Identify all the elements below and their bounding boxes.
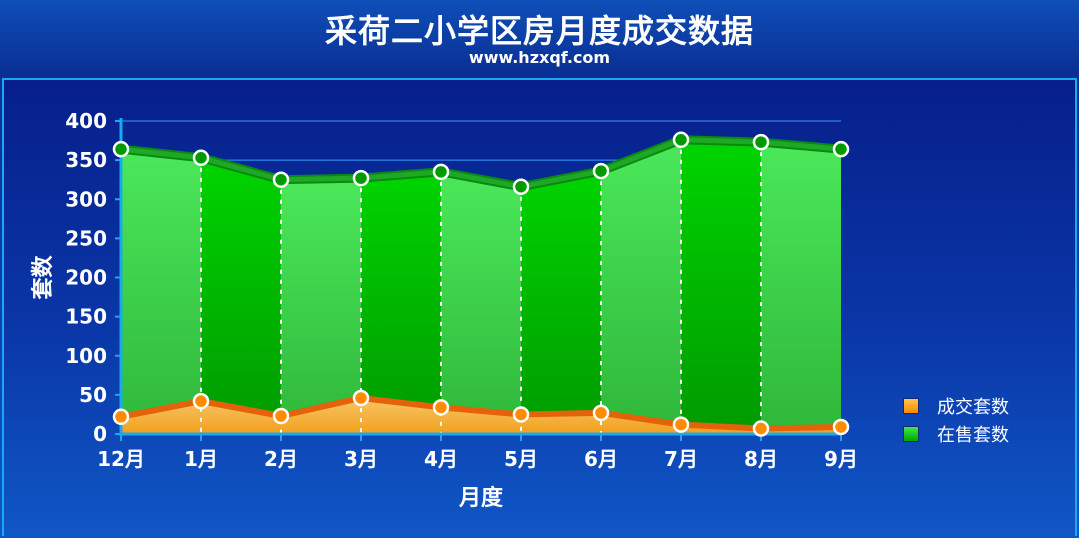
- on-sale-band-3: [361, 171, 441, 435]
- y-tick-label: 50: [79, 383, 107, 407]
- x-axis-label: 月度: [458, 485, 504, 511]
- y-tick-label: 100: [65, 344, 107, 368]
- y-tick-label: 150: [65, 305, 107, 329]
- y-tick-label: 0: [93, 422, 107, 446]
- deals-point: [832, 418, 850, 436]
- deals-point: [112, 408, 130, 426]
- on-sale-band-0: [121, 149, 201, 435]
- y-tick-label: 350: [65, 148, 107, 172]
- x-tick-label: 12月: [97, 447, 145, 471]
- on-sale-band-8: [761, 142, 841, 434]
- y-tick-label: 400: [65, 109, 107, 133]
- x-tick-label: 6月: [584, 447, 618, 471]
- deals-point: [672, 416, 690, 433]
- on-sale-band-1: [201, 157, 281, 434]
- on-sale-band-5: [521, 171, 601, 434]
- legend: 成交套数 在售套数: [903, 392, 1009, 448]
- deals-point: [512, 406, 530, 423]
- on-sale-point: [832, 140, 850, 158]
- x-tick-label: 4月: [424, 447, 458, 471]
- on-sale-point: [512, 178, 530, 195]
- deals-point: [752, 420, 770, 437]
- deals-line: [120, 395, 842, 432]
- deals-point: [192, 392, 210, 410]
- deals-point: [272, 407, 290, 425]
- on-sale-band-4: [441, 171, 521, 435]
- on-sale-point: [432, 163, 450, 181]
- legend-label-deals: 成交套数: [937, 397, 1009, 418]
- axis-labels: 0 50 100 150 200 250 300 350 400 12月 1月 2月 3月 4月 5月 6月 7…: [30, 109, 858, 511]
- axes: [115, 118, 842, 441]
- on-sale-point: [192, 149, 210, 167]
- legend-swatch-deals: [903, 398, 919, 414]
- y-axis-label: 套数: [30, 255, 56, 300]
- deals-area-fill: [121, 398, 841, 434]
- on-sale-point: [352, 169, 370, 187]
- x-tick-label: 1月: [184, 447, 218, 471]
- x-tick-label: 2月: [264, 447, 298, 471]
- deals-point: [352, 389, 370, 407]
- data-points: [112, 131, 850, 437]
- y-tick-label: 300: [65, 187, 107, 211]
- deals-point: [432, 399, 450, 416]
- on-sale-series-line: [120, 135, 842, 192]
- legend-swatch-onsale: [903, 426, 919, 442]
- x-tick-label: 9月: [824, 447, 858, 471]
- x-tick-label: 7月: [664, 447, 698, 471]
- deals-point: [592, 404, 610, 422]
- x-tick-label: 5月: [504, 447, 538, 471]
- legend-item-deals: 成交套数: [903, 392, 1009, 420]
- on-sale-band-6: [601, 139, 681, 434]
- x-tick-label: 3月: [344, 447, 378, 471]
- on-sale-area-bands: [121, 139, 841, 435]
- on-sale-point: [112, 140, 130, 158]
- x-tick-label: 8月: [744, 447, 778, 471]
- on-sale-point: [272, 171, 290, 188]
- legend-item-onsale: 在售套数: [903, 420, 1009, 448]
- chart-subtitle: www.hzxqf.com: [468, 48, 611, 67]
- on-sale-band-2: [281, 178, 361, 434]
- on-sale-line: [120, 137, 842, 190]
- on-sale-point: [592, 162, 610, 180]
- y-tick-label: 200: [65, 266, 107, 290]
- legend-label-onsale: 在售套数: [937, 425, 1009, 446]
- on-sale-band-7: [681, 139, 761, 434]
- month-dividers: [200, 149, 762, 434]
- chart-header: 采荷二小学区房月度成交数据 www.hzxqf.com: [0, 0, 1079, 78]
- y-tick-label: 250: [65, 226, 107, 250]
- deals-area: [120, 395, 842, 434]
- on-sale-point: [672, 131, 690, 149]
- chart-title: 采荷二小学区房月度成交数据: [324, 12, 754, 50]
- on-sale-point: [752, 133, 770, 151]
